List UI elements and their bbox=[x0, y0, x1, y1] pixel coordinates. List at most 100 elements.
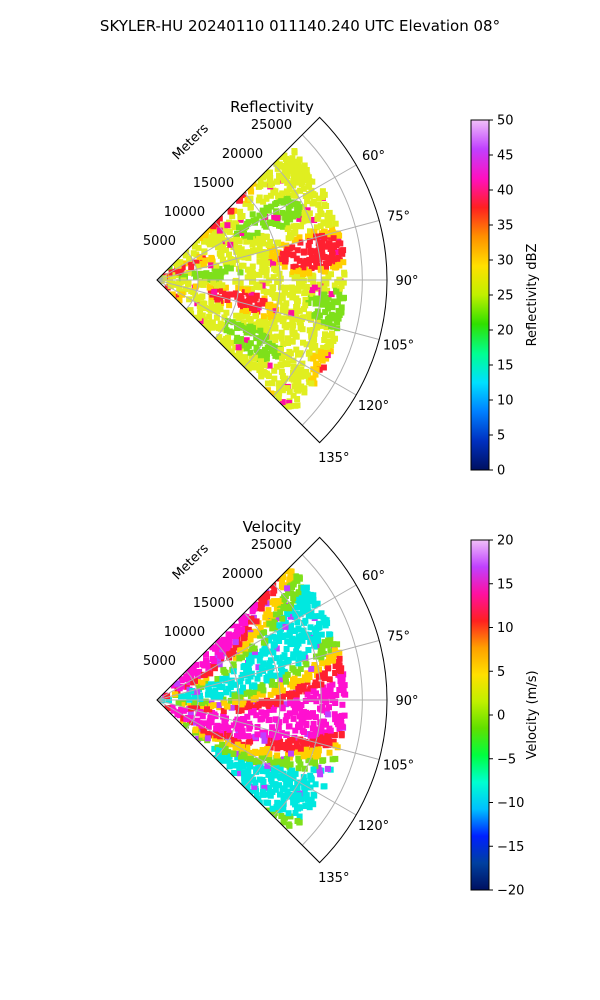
echo-cell bbox=[311, 642, 318, 649]
echo-cell bbox=[260, 687, 267, 694]
echo-cell bbox=[252, 313, 259, 320]
echo-cell bbox=[274, 745, 281, 752]
echo-cell bbox=[268, 681, 275, 688]
echo-cell bbox=[218, 322, 225, 328]
echo-cell bbox=[199, 679, 206, 686]
echo-cell bbox=[277, 222, 284, 229]
echo-cell bbox=[266, 247, 273, 254]
echo-cell bbox=[279, 387, 286, 394]
echo-cell bbox=[259, 207, 266, 214]
echo-cell bbox=[271, 320, 278, 327]
echo-cell bbox=[260, 779, 267, 785]
echo-cell bbox=[249, 241, 256, 248]
echo-cell bbox=[306, 713, 313, 720]
echo-cell bbox=[310, 766, 317, 773]
echo-cell bbox=[315, 752, 322, 759]
echo-cell bbox=[237, 770, 243, 777]
echo-cell bbox=[208, 681, 215, 688]
echo-cell bbox=[219, 340, 226, 346]
echo-cell bbox=[252, 779, 259, 786]
echo-cell bbox=[311, 344, 317, 351]
echo-cell bbox=[294, 592, 301, 599]
echo-cell bbox=[302, 302, 309, 309]
echo-cell bbox=[198, 700, 205, 706]
echo-cell bbox=[312, 757, 318, 764]
echo-cell bbox=[234, 723, 241, 730]
echo-cell bbox=[173, 260, 180, 266]
echo-cell bbox=[317, 771, 324, 778]
echo-cell bbox=[244, 744, 251, 751]
echo-cell bbox=[279, 661, 286, 668]
echo-cell bbox=[290, 595, 297, 601]
echo-cell bbox=[227, 256, 234, 262]
echo-cell bbox=[282, 593, 289, 599]
echo-cell bbox=[287, 202, 294, 209]
echo-cell bbox=[307, 694, 313, 701]
echo-cell bbox=[256, 365, 263, 372]
echo-cell bbox=[175, 269, 182, 276]
echo-cell bbox=[319, 734, 326, 741]
echo-cell bbox=[312, 726, 319, 733]
colorbar-tick-label: −5 bbox=[497, 752, 516, 767]
echo-cell bbox=[320, 651, 327, 657]
echo-cell bbox=[306, 747, 313, 754]
echo-cell bbox=[242, 649, 249, 656]
echo-cell bbox=[200, 281, 207, 288]
echo-cell bbox=[334, 299, 341, 306]
echo-cell bbox=[338, 732, 345, 739]
echo-cell bbox=[279, 318, 286, 325]
echo-cell bbox=[230, 319, 237, 326]
echo-cell bbox=[326, 704, 332, 711]
echo-cell bbox=[278, 329, 285, 336]
echo-cell bbox=[278, 368, 285, 375]
echo-cell bbox=[246, 757, 253, 763]
echo-cell bbox=[232, 699, 239, 705]
echo-cell bbox=[334, 641, 341, 648]
echo-cell bbox=[310, 720, 317, 727]
echo-cell bbox=[259, 237, 266, 244]
echo-cell bbox=[263, 799, 270, 806]
echo-cell bbox=[267, 691, 274, 698]
echo-cell bbox=[308, 265, 315, 272]
echo-cell bbox=[306, 217, 313, 224]
echo-cell bbox=[296, 683, 303, 690]
echo-cell bbox=[312, 714, 319, 721]
azimuth-gridline bbox=[156, 219, 380, 281]
echo-cell bbox=[325, 294, 332, 301]
echo-cell bbox=[236, 237, 243, 244]
echo-cell bbox=[265, 791, 271, 798]
echo-cell bbox=[282, 814, 288, 821]
echo-cell bbox=[302, 698, 309, 704]
echo-cell bbox=[238, 707, 245, 714]
echo-cell bbox=[285, 657, 292, 663]
echo-cell bbox=[257, 352, 263, 359]
echo-cell bbox=[271, 619, 278, 626]
echo-cell bbox=[252, 648, 258, 655]
echo-cell bbox=[263, 289, 270, 295]
echo-cell bbox=[303, 688, 310, 695]
echo-cell bbox=[253, 335, 260, 342]
echo-cell bbox=[315, 673, 322, 680]
echo-cell bbox=[287, 574, 294, 581]
echo-cell bbox=[239, 626, 246, 633]
echo-cell bbox=[232, 704, 239, 711]
echo-cell bbox=[198, 683, 205, 690]
echo-cell bbox=[327, 683, 334, 690]
echo-cell bbox=[236, 764, 243, 771]
colorbar-tick-label: 10 bbox=[497, 394, 514, 409]
echo-cell bbox=[340, 259, 347, 266]
echo-cell bbox=[221, 699, 228, 706]
echo-cell bbox=[330, 298, 337, 305]
echo-cell bbox=[230, 762, 237, 769]
echo-cell bbox=[274, 215, 281, 221]
echo-cell bbox=[266, 706, 273, 713]
echo-cell bbox=[313, 233, 319, 240]
echo-cell bbox=[247, 693, 254, 700]
echo-cell bbox=[279, 786, 286, 793]
echo-cell bbox=[183, 249, 190, 256]
range-tick-label: 10000 bbox=[164, 625, 205, 640]
echo-cell bbox=[301, 590, 308, 596]
echo-cell bbox=[256, 691, 263, 698]
echo-cell bbox=[238, 262, 245, 269]
echo-cell bbox=[286, 629, 293, 636]
